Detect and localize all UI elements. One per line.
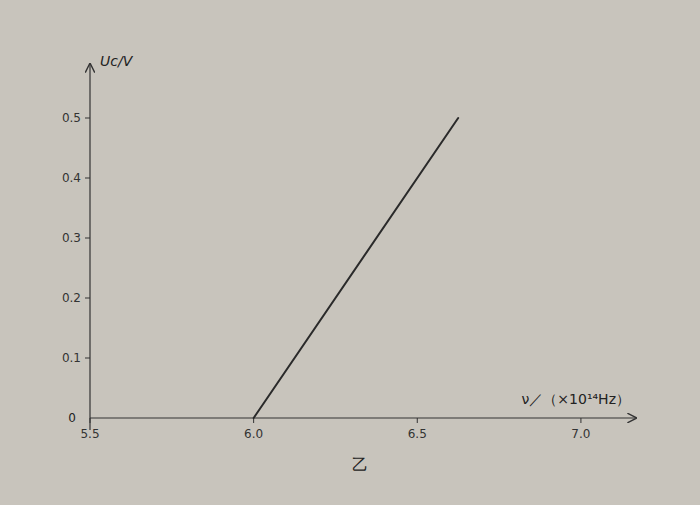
x-tick-label: 7.0 xyxy=(571,427,590,441)
x-tick-label: 5.5 xyxy=(80,427,99,441)
x-tick-label: 6.5 xyxy=(408,427,427,441)
y-tick-label: 0.2 xyxy=(62,291,81,305)
chart: 5.5 6.0 6.5 7.0 0.1 0.2 0.3 0.4 0.5 Uc/V ν／（×10¹⁴H… xyxy=(0,0,700,505)
y-tick-label: 0.5 xyxy=(62,111,81,125)
y-axis xyxy=(89,64,90,430)
y-tick-label: 0.3 xyxy=(62,231,81,245)
origin-label: 0 xyxy=(68,411,76,425)
sub-label: 乙 xyxy=(352,455,368,474)
y-axis-label: Uc/V xyxy=(100,53,134,69)
x-tick xyxy=(90,418,91,423)
plot-area xyxy=(254,118,459,418)
x-tick xyxy=(417,418,418,423)
x-tick-label: 6.0 xyxy=(244,427,263,441)
y-tick xyxy=(85,238,90,239)
x-axis-label: ν／（×10¹⁴Hz） xyxy=(522,391,630,407)
y-tick xyxy=(85,298,90,299)
x-tick xyxy=(580,418,581,423)
y-tick xyxy=(85,358,90,359)
y-tick-label: 0.4 xyxy=(62,171,81,185)
data-line xyxy=(254,118,459,418)
x-axis xyxy=(90,417,636,418)
y-tick xyxy=(85,118,90,119)
background xyxy=(0,0,700,505)
y-tick-label: 0.1 xyxy=(62,351,81,365)
y-tick xyxy=(85,178,90,179)
